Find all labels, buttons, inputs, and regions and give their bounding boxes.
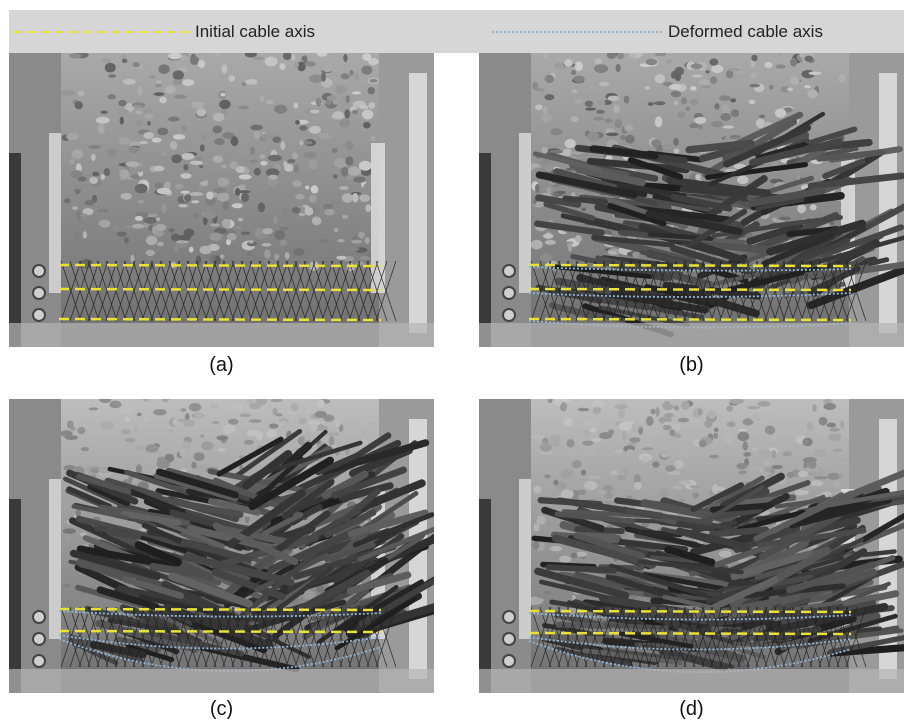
legend-initial: Initial cable axis [13,10,315,53]
cable-net [60,260,397,322]
initial-cable-axes [528,263,852,322]
initial-cable-axes [528,609,852,636]
initial-cable-line-icon [13,30,189,33]
legend-bar: Initial cable axis Deformed cable axis [9,10,904,53]
panel-caption-d: (d) [679,698,704,720]
photo-panel-a [9,53,434,347]
legend-initial-label: Initial cable axis [195,21,316,41]
photo-panel-b [479,53,904,347]
panel-caption-c: (c) [209,698,234,720]
initial-cable-axes [58,263,382,322]
driftwood-logs [63,428,434,673]
panel-caption-b: (b) [679,354,704,376]
photo-panel-d [479,399,904,693]
driftwood-logs [532,111,904,338]
photo-panel-c [9,399,434,693]
gravel-bed [61,53,380,272]
initial-cable-axes [58,607,382,634]
panel-caption-a: (a) [209,354,234,376]
legend-deformed-label: Deformed cable axis [668,21,823,41]
deformed-cable-line-icon [492,30,662,33]
legend-deformed: Deformed cable axis [492,10,823,53]
